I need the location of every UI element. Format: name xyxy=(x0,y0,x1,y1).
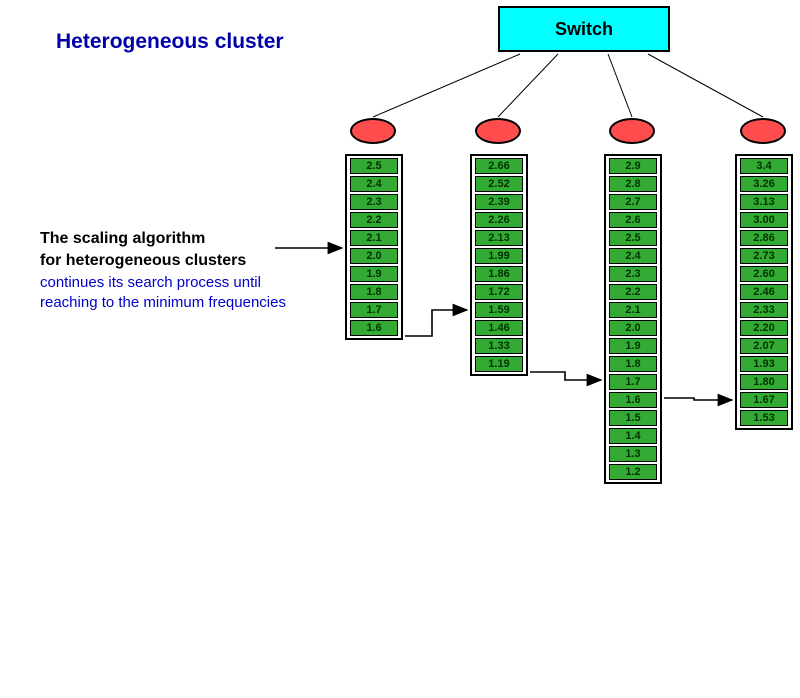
freq-column-2: 2.9 2.8 2.7 2.6 2.5 2.4 2.3 2.2 2.1 2.0 1.9 1.8 1.7 1… xyxy=(604,154,662,484)
freq-cell: 3.4 xyxy=(740,158,788,174)
freq-cell: 2.33 xyxy=(740,302,788,318)
page-title: Heterogeneous cluster xyxy=(56,30,284,54)
freq-cell: 1.80 xyxy=(740,374,788,390)
freq-cell: 2.86 xyxy=(740,230,788,246)
desc-line-black-1: for heterogeneous clusters xyxy=(40,252,246,270)
freq-cell: 2.0 xyxy=(609,320,657,336)
freq-cell: 3.00 xyxy=(740,212,788,228)
freq-cell: 1.46 xyxy=(475,320,523,336)
freq-cell: 1.4 xyxy=(609,428,657,444)
freq-cell: 3.13 xyxy=(740,194,788,210)
freq-cell: 2.4 xyxy=(609,248,657,264)
desc-line-black-0: The scaling algorithm xyxy=(40,230,205,248)
freq-cell: 2.13 xyxy=(475,230,523,246)
freq-cell: 2.2 xyxy=(350,212,398,228)
freq-cell: 2.3 xyxy=(609,266,657,282)
freq-cell: 1.19 xyxy=(475,356,523,372)
freq-cell: 2.3 xyxy=(350,194,398,210)
freq-cell: 2.07 xyxy=(740,338,788,354)
desc-line-blue-1: reaching to the minimum frequencies xyxy=(40,294,286,311)
freq-cell: 1.53 xyxy=(740,410,788,426)
freq-cell: 3.26 xyxy=(740,176,788,192)
freq-cell: 1.3 xyxy=(609,446,657,462)
freq-cell: 1.93 xyxy=(740,356,788,372)
freq-cell: 1.99 xyxy=(475,248,523,264)
freq-cell: 1.6 xyxy=(350,320,398,336)
freq-cell: 1.8 xyxy=(350,284,398,300)
switch-box: Switch xyxy=(498,6,670,52)
cluster-node-1 xyxy=(475,118,521,144)
switch-label: Switch xyxy=(555,19,613,40)
freq-cell: 1.7 xyxy=(609,374,657,390)
freq-cell: 2.20 xyxy=(740,320,788,336)
freq-cell: 1.33 xyxy=(475,338,523,354)
cluster-node-3 xyxy=(740,118,786,144)
freq-cell: 2.66 xyxy=(475,158,523,174)
freq-cell: 2.4 xyxy=(350,176,398,192)
freq-column-0: 2.5 2.4 2.3 2.2 2.1 2.0 1.9 1.8 1.7 1.6 xyxy=(345,154,403,340)
freq-cell: 2.0 xyxy=(350,248,398,264)
freq-cell: 2.2 xyxy=(609,284,657,300)
freq-cell: 1.9 xyxy=(350,266,398,282)
desc-line-blue-0: continues its search process until xyxy=(40,274,261,291)
freq-cell: 2.6 xyxy=(609,212,657,228)
freq-cell: 1.5 xyxy=(609,410,657,426)
freq-cell: 2.7 xyxy=(609,194,657,210)
freq-cell: 1.86 xyxy=(475,266,523,282)
freq-cell: 2.5 xyxy=(609,230,657,246)
freq-cell: 2.1 xyxy=(609,302,657,318)
freq-cell: 2.52 xyxy=(475,176,523,192)
freq-cell: 2.60 xyxy=(740,266,788,282)
freq-cell: 2.73 xyxy=(740,248,788,264)
freq-cell: 2.1 xyxy=(350,230,398,246)
freq-cell: 1.67 xyxy=(740,392,788,408)
freq-cell: 2.5 xyxy=(350,158,398,174)
freq-cell: 2.8 xyxy=(609,176,657,192)
freq-cell: 1.2 xyxy=(609,464,657,480)
freq-cell: 1.72 xyxy=(475,284,523,300)
freq-cell: 2.46 xyxy=(740,284,788,300)
freq-cell: 1.6 xyxy=(609,392,657,408)
freq-cell: 2.9 xyxy=(609,158,657,174)
freq-column-1: 2.66 2.52 2.39 2.26 2.13 1.99 1.86 1.72 1.59 1.46… xyxy=(470,154,528,376)
freq-cell: 1.8 xyxy=(609,356,657,372)
freq-cell: 2.39 xyxy=(475,194,523,210)
freq-cell: 1.9 xyxy=(609,338,657,354)
cluster-node-0 xyxy=(350,118,396,144)
freq-cell: 2.26 xyxy=(475,212,523,228)
freq-cell: 1.7 xyxy=(350,302,398,318)
cluster-node-2 xyxy=(609,118,655,144)
freq-column-3: 3.4 3.26 3.13 3.00 2.86 2.73 2.60 2.46 2.33 2.20 2… xyxy=(735,154,793,430)
freq-cell: 1.59 xyxy=(475,302,523,318)
